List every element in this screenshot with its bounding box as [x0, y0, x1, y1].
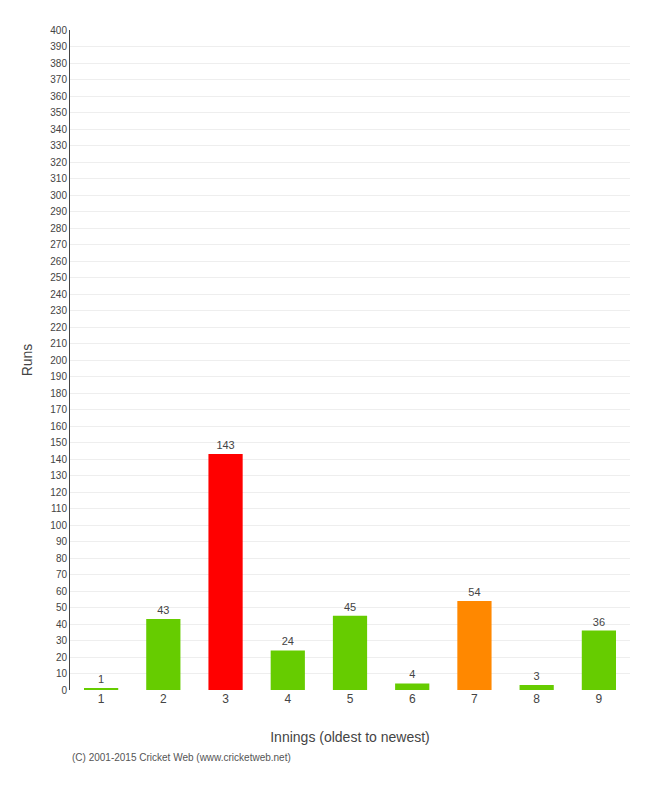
- svg-text:60: 60: [56, 586, 68, 597]
- svg-text:80: 80: [56, 553, 68, 564]
- svg-text:20: 20: [56, 652, 68, 663]
- svg-text:250: 250: [50, 272, 67, 283]
- svg-text:4: 4: [284, 692, 291, 706]
- svg-text:330: 330: [50, 140, 67, 151]
- svg-text:120: 120: [50, 487, 67, 498]
- svg-text:190: 190: [50, 371, 67, 382]
- svg-text:300: 300: [50, 190, 67, 201]
- svg-text:340: 340: [50, 124, 67, 135]
- svg-text:260: 260: [50, 256, 67, 267]
- svg-text:280: 280: [50, 223, 67, 234]
- svg-text:2: 2: [160, 692, 167, 706]
- svg-text:Runs: Runs: [19, 344, 35, 377]
- svg-text:180: 180: [50, 388, 67, 399]
- svg-text:143: 143: [216, 439, 234, 451]
- svg-text:1: 1: [98, 673, 104, 685]
- svg-text:270: 270: [50, 239, 67, 250]
- svg-text:200: 200: [50, 355, 67, 366]
- svg-text:3: 3: [534, 670, 540, 682]
- svg-text:290: 290: [50, 206, 67, 217]
- svg-text:3: 3: [222, 692, 229, 706]
- svg-text:36: 36: [593, 616, 605, 628]
- svg-text:5: 5: [347, 692, 354, 706]
- svg-text:40: 40: [56, 619, 68, 630]
- svg-text:320: 320: [50, 157, 67, 168]
- svg-text:390: 390: [50, 41, 67, 52]
- svg-text:210: 210: [50, 338, 67, 349]
- svg-text:7: 7: [471, 692, 478, 706]
- svg-text:50: 50: [56, 602, 68, 613]
- svg-text:370: 370: [50, 74, 67, 85]
- svg-text:130: 130: [50, 470, 67, 481]
- svg-text:45: 45: [344, 601, 356, 613]
- svg-text:360: 360: [50, 91, 67, 102]
- svg-text:400: 400: [50, 25, 67, 36]
- svg-text:350: 350: [50, 107, 67, 118]
- svg-text:140: 140: [50, 454, 67, 465]
- svg-text:150: 150: [50, 437, 67, 448]
- svg-text:30: 30: [56, 635, 68, 646]
- svg-text:170: 170: [50, 404, 67, 415]
- svg-text:380: 380: [50, 58, 67, 69]
- svg-text:0: 0: [61, 685, 67, 696]
- svg-text:43: 43: [157, 604, 169, 616]
- svg-text:310: 310: [50, 173, 67, 184]
- svg-text:Innings (oldest to newest): Innings (oldest to newest): [270, 729, 430, 745]
- svg-text:70: 70: [56, 569, 68, 580]
- svg-text:220: 220: [50, 322, 67, 333]
- svg-text:90: 90: [56, 536, 68, 547]
- svg-text:54: 54: [468, 586, 480, 598]
- svg-text:110: 110: [51, 503, 67, 514]
- svg-text:8: 8: [533, 692, 540, 706]
- svg-text:4: 4: [409, 668, 415, 680]
- svg-text:1: 1: [98, 692, 105, 706]
- svg-text:(C) 2001-2015 Cricket Web (www: (C) 2001-2015 Cricket Web (www.cricketwe…: [72, 752, 291, 763]
- svg-text:230: 230: [50, 305, 67, 316]
- svg-text:100: 100: [50, 520, 67, 531]
- svg-text:240: 240: [50, 289, 67, 300]
- svg-text:24: 24: [282, 635, 294, 647]
- svg-text:160: 160: [50, 421, 67, 432]
- svg-text:9: 9: [596, 692, 603, 706]
- svg-text:6: 6: [409, 692, 416, 706]
- svg-text:10: 10: [56, 668, 68, 679]
